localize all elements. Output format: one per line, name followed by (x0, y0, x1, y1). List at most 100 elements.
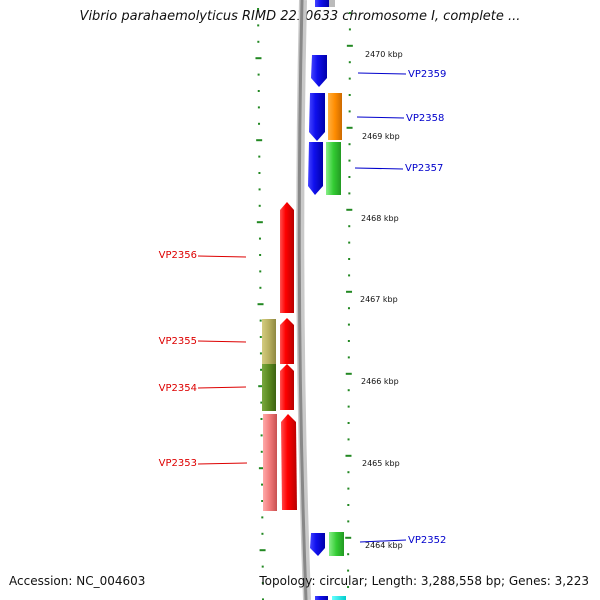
gene-fragment-bottom-cyan (332, 596, 346, 600)
gene-fragment-top-grey (329, 0, 335, 7)
gene-arrow-vp2355[interactable] (280, 318, 294, 364)
scale-tick-label: 2468 kbp (361, 214, 399, 223)
leader-line-vp2359 (357, 72, 407, 75)
cog-box-vp2357 (326, 142, 341, 195)
ruler-tick (347, 389, 350, 392)
accession-label: Accession: NC_004603 (9, 574, 146, 588)
ruler-tick (257, 90, 260, 92)
topology-info: Topology: circular; Length: 3,288,558 bp… (259, 574, 589, 588)
ruler-tick (260, 434, 263, 437)
ruler-tick (345, 454, 352, 457)
ruler-tick (348, 28, 351, 31)
cog-box-vp2355 (262, 319, 276, 364)
ruler-tick (260, 450, 263, 453)
leader-line-vp2355 (197, 340, 247, 343)
ruler-tick (256, 139, 263, 142)
ruler-tick (257, 40, 260, 43)
gene-arrow-vp2353[interactable] (281, 414, 297, 510)
ruler-tick (345, 536, 352, 539)
ruler-tick (258, 467, 265, 470)
gene-label-vp2352[interactable]: VP2352 (408, 535, 446, 546)
ruler-tick (348, 274, 351, 277)
ruler-tick (258, 204, 261, 207)
gene-label-vp2358[interactable]: VP2358 (406, 113, 444, 124)
leader-line-vp2357 (354, 167, 404, 170)
ruler-tick (259, 352, 262, 355)
ruler-tick (258, 172, 261, 174)
ruler-tick (347, 323, 350, 326)
gene-arrow-vp2352[interactable] (310, 533, 325, 556)
ruler-tick (348, 110, 351, 113)
ruler-tick (347, 422, 350, 424)
ruler-tick (257, 303, 264, 306)
gene-arrow-vp2354[interactable] (280, 364, 294, 410)
gene-fragment-bottom-blue (315, 596, 328, 600)
ruler-tick (347, 569, 350, 572)
ruler-tick (259, 549, 266, 552)
ruler-tick (346, 290, 353, 293)
ruler-tick (259, 336, 262, 338)
gene-label-vp2353[interactable]: VP2353 (159, 458, 197, 469)
ruler-tick (258, 122, 261, 125)
ruler-tick (348, 192, 351, 195)
gene-label-vp2357[interactable]: VP2357 (405, 163, 443, 174)
cog-box-vp2354 (262, 364, 276, 411)
leader-line-vp2353 (197, 462, 248, 465)
ruler-tick (348, 159, 351, 162)
ruler-tick (348, 94, 351, 96)
ruler-tick (348, 77, 351, 80)
ruler-tick (347, 586, 350, 588)
gene-label-vp2354[interactable]: VP2354 (159, 383, 197, 394)
leader-line-vp2356 (197, 255, 247, 258)
ruler-tick (261, 582, 264, 584)
ruler-tick (261, 598, 264, 600)
gene-arrow-vp2358[interactable] (309, 93, 325, 141)
gene-label-vp2359[interactable]: VP2359 (408, 69, 446, 80)
gene-arrow-vp2356[interactable] (280, 202, 294, 313)
ruler-tick (257, 8, 260, 10)
scale-tick-label: 2464 kbp (365, 541, 403, 550)
ruler-tick (258, 237, 261, 240)
ruler-tick (261, 516, 264, 519)
ruler-tick (346, 126, 353, 129)
ruler-tick (257, 73, 260, 76)
gene-label-vp2356[interactable]: VP2356 (159, 250, 197, 261)
ruler-tick (258, 188, 261, 191)
ruler-tick (259, 270, 262, 273)
ruler-tick (348, 12, 351, 14)
ruler-tick (259, 286, 262, 289)
ruler-tick (348, 241, 351, 244)
ruler-tick (347, 553, 350, 556)
ruler-tick (348, 225, 351, 228)
leader-line-vp2352 (359, 539, 407, 543)
scale-tick-label: 2470 kbp (365, 50, 403, 59)
ruler-tick (258, 385, 265, 388)
chromosome-backbone-line (297, 0, 308, 600)
scale-tick-label: 2466 kbp (361, 377, 399, 386)
ruler-tick (260, 368, 263, 371)
ruler-tick (259, 254, 262, 256)
gene-arrow-vp2359[interactable] (311, 55, 327, 87)
ruler-tick (255, 57, 262, 60)
gene-label-vp2355[interactable]: VP2355 (159, 336, 197, 347)
gene-arrow-vp2357[interactable] (308, 142, 323, 195)
ruler-tick (261, 483, 264, 486)
leader-line-vp2358 (356, 116, 405, 119)
ruler-tick (347, 307, 350, 310)
ruler-tick (347, 340, 350, 342)
ruler-tick (345, 372, 352, 375)
ruler-tick (346, 208, 353, 211)
ruler-tick (347, 405, 350, 408)
ruler-tick (261, 532, 264, 535)
ruler-tick (347, 471, 350, 474)
gene-fragment-top-blue (315, 0, 329, 7)
cog-box-vp2358 (328, 93, 342, 140)
scale-tick-label: 2467 kbp (360, 295, 398, 304)
ruler-tick (259, 319, 262, 322)
ruler-tick (347, 504, 350, 506)
ruler-tick (260, 418, 263, 420)
ruler-tick (347, 487, 350, 490)
leader-line-vp2354 (197, 386, 247, 389)
ruler-tick (261, 565, 264, 568)
